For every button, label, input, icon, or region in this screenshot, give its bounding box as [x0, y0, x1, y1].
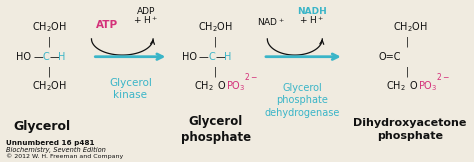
Text: $\mathregular{2-}$: $\mathregular{2-}$	[244, 71, 258, 82]
Text: ATP: ATP	[96, 20, 118, 30]
Text: $\mathregular{CH_2OH}$: $\mathregular{CH_2OH}$	[32, 79, 67, 93]
Text: Glycerol
phosphate: Glycerol phosphate	[181, 115, 251, 144]
Text: + H$^+$: + H$^+$	[134, 14, 158, 26]
Text: HO: HO	[182, 52, 197, 62]
Text: $\mathregular{PO_3}$: $\mathregular{PO_3}$	[226, 79, 245, 93]
Text: |: |	[48, 67, 51, 77]
Text: |: |	[48, 36, 51, 46]
Text: $\mathregular{2-}$: $\mathregular{2-}$	[436, 71, 450, 82]
Text: —: —	[199, 52, 209, 62]
Text: Glycerol: Glycerol	[13, 120, 70, 133]
Text: $\mathregular{PO_3}$: $\mathregular{PO_3}$	[418, 79, 437, 93]
Text: —: —	[33, 52, 43, 62]
Text: H: H	[58, 52, 66, 62]
Text: C: C	[43, 52, 49, 62]
Text: $\mathregular{CH_2}$: $\mathregular{CH_2}$	[386, 79, 406, 93]
Text: C: C	[209, 52, 215, 62]
Text: + H$^+$: + H$^+$	[300, 14, 324, 26]
Text: O: O	[410, 81, 417, 91]
Text: —: —	[50, 52, 59, 62]
Text: |: |	[406, 36, 409, 46]
Text: NAD$^+$: NAD$^+$	[257, 16, 285, 28]
Text: H: H	[224, 52, 232, 62]
Text: —: —	[216, 52, 225, 62]
Text: $\mathregular{CH_2OH}$: $\mathregular{CH_2OH}$	[32, 21, 67, 35]
Text: Dihydroxyacetone
phosphate: Dihydroxyacetone phosphate	[353, 118, 467, 141]
Text: Glycerol
kinase: Glycerol kinase	[109, 78, 152, 100]
Text: $\mathregular{CH_2}$: $\mathregular{CH_2}$	[194, 79, 214, 93]
Text: O=C: O=C	[378, 52, 401, 62]
Text: Unnumbered 16 p481: Unnumbered 16 p481	[6, 140, 94, 146]
Text: |: |	[214, 36, 217, 46]
Text: Biochemistry, Seventh Edition: Biochemistry, Seventh Edition	[6, 147, 106, 153]
Text: ADP: ADP	[137, 7, 155, 16]
Text: |: |	[214, 67, 217, 77]
Text: Glycerol
phosphate
dehydrogenase: Glycerol phosphate dehydrogenase	[264, 83, 340, 118]
Text: NADH: NADH	[297, 7, 327, 16]
Text: $\mathregular{CH_2OH}$: $\mathregular{CH_2OH}$	[392, 21, 428, 35]
Text: O: O	[218, 81, 225, 91]
Text: HO: HO	[16, 52, 31, 62]
Text: |: |	[406, 67, 409, 77]
Text: © 2012 W. H. Freeman and Company: © 2012 W. H. Freeman and Company	[6, 154, 123, 159]
Text: $\mathregular{CH_2OH}$: $\mathregular{CH_2OH}$	[198, 21, 233, 35]
